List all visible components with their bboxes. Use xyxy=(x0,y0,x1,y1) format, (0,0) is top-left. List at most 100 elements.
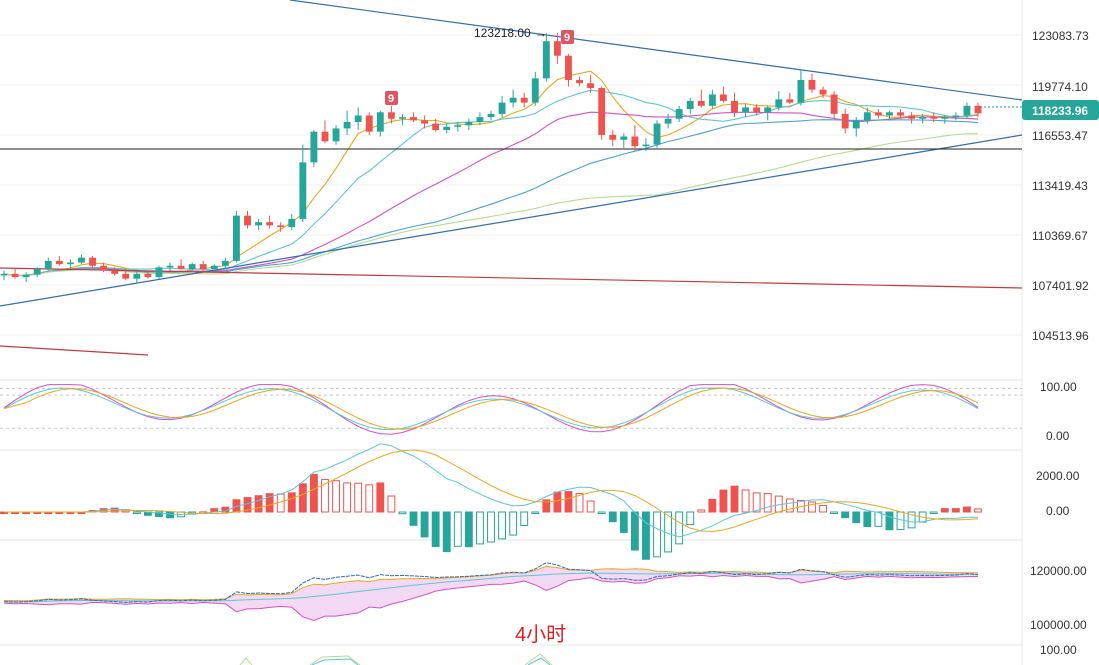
candle-body xyxy=(797,79,805,103)
macd-bar xyxy=(420,511,429,538)
macd-bar xyxy=(741,489,750,513)
candle-body xyxy=(963,105,971,116)
candle xyxy=(288,214,296,231)
candle-body xyxy=(210,265,218,269)
candle-body xyxy=(166,265,174,268)
candle xyxy=(520,92,528,108)
fourth-line-3 xyxy=(311,658,359,665)
candle xyxy=(376,110,384,137)
macd-histogram xyxy=(0,473,982,560)
macd-bar xyxy=(166,511,174,519)
candle xyxy=(797,70,805,106)
candle-body xyxy=(476,117,484,122)
macd-panel[interactable]: 2000.00 0.00 xyxy=(0,443,1080,560)
candle-body xyxy=(454,125,462,127)
candle xyxy=(432,118,440,132)
price-tick-7: 104513.96 xyxy=(1032,329,1089,343)
candle-body xyxy=(221,260,229,266)
candle xyxy=(188,262,196,273)
candle xyxy=(199,260,207,271)
candle xyxy=(454,121,462,132)
candle xyxy=(476,112,484,126)
macd-bar xyxy=(675,511,684,545)
macd-bar xyxy=(686,511,695,526)
candle xyxy=(487,110,495,121)
candle xyxy=(221,257,229,269)
interval-label: 4小时 xyxy=(515,623,566,646)
candle xyxy=(89,256,96,268)
macd-bar xyxy=(254,495,263,513)
ascending-trendline xyxy=(0,134,1023,307)
candle-body xyxy=(421,120,429,124)
candle-body xyxy=(277,225,285,227)
oscillator-panel[interactable]: 100.00 0.00 xyxy=(0,380,1077,443)
price-panel[interactable]: 123218.00 → 9 9 xyxy=(0,0,1023,356)
macd-bar xyxy=(553,491,562,513)
td-badge-1-bg xyxy=(385,91,398,105)
macd-bar xyxy=(309,473,318,513)
oscillator-lines xyxy=(0,384,1022,435)
candle xyxy=(598,86,606,140)
candle xyxy=(233,210,240,263)
price-tick-3: 116553.47 xyxy=(1032,129,1088,143)
candle-body xyxy=(89,257,96,266)
td-badge-1: 9 xyxy=(385,91,398,105)
macd-bar xyxy=(155,511,163,517)
high-price-arrow: → xyxy=(535,26,547,40)
band-lower-line xyxy=(3,574,979,622)
candle xyxy=(399,113,406,126)
macd-bar xyxy=(298,483,307,513)
candle xyxy=(33,267,41,278)
macd-bar xyxy=(132,511,141,514)
candle xyxy=(310,130,318,168)
candle xyxy=(321,120,329,143)
candle-body xyxy=(410,117,417,121)
candle xyxy=(753,104,761,116)
trendlines[interactable] xyxy=(0,0,1023,356)
macd-bar xyxy=(619,511,628,533)
price-axis[interactable]: 123083.73 119774.10 116553.47 113419.43 … xyxy=(1022,29,1099,343)
candle-body xyxy=(376,112,384,132)
candle xyxy=(465,118,473,131)
macd-bar xyxy=(487,511,495,543)
candle xyxy=(720,86,727,103)
candle xyxy=(387,105,395,124)
macd-bar xyxy=(365,484,374,513)
candle xyxy=(277,222,285,232)
candle xyxy=(244,210,251,229)
candle xyxy=(78,254,85,265)
candle-body xyxy=(553,41,561,56)
macd-bar xyxy=(951,508,960,513)
macd-bar xyxy=(431,511,440,547)
macd-bar xyxy=(852,511,861,524)
candle-body xyxy=(365,115,373,132)
ma-mid-line xyxy=(3,89,979,277)
candle-body xyxy=(399,117,406,119)
macd-bar xyxy=(874,511,883,527)
price-tick-1: 123083.73 xyxy=(1032,29,1089,43)
macd-bar xyxy=(896,511,905,531)
candle xyxy=(642,138,650,152)
candle xyxy=(66,259,74,269)
candlestick-series[interactable] xyxy=(0,32,982,284)
candle xyxy=(576,76,583,87)
band-panel[interactable]: 120000.00 100000.00 xyxy=(3,562,1087,632)
candle-body xyxy=(299,162,307,219)
band-price-line xyxy=(3,562,979,603)
macd-bar xyxy=(398,511,407,515)
candle xyxy=(553,32,561,64)
candle-body xyxy=(354,115,362,122)
price-tick-4: 113419.43 xyxy=(1032,179,1088,193)
candle xyxy=(708,89,716,110)
candle-body xyxy=(897,112,904,116)
ma-long1-line xyxy=(3,119,979,277)
candle-body xyxy=(509,97,517,103)
macd-bar xyxy=(409,511,418,526)
candle-body xyxy=(55,260,63,265)
macd-bar xyxy=(387,495,396,513)
candle xyxy=(686,97,694,114)
candle-body xyxy=(819,89,827,95)
candle xyxy=(155,265,163,279)
candle xyxy=(266,215,274,229)
current-price-value: 118233.96 xyxy=(1032,104,1088,118)
